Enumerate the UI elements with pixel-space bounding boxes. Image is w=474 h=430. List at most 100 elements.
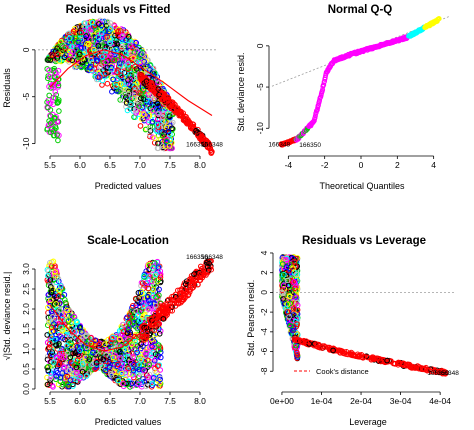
x-tick-label: 4e-04 xyxy=(429,396,451,406)
data-point xyxy=(88,56,94,63)
data-point xyxy=(116,60,123,67)
y-tick-label: 0 xyxy=(255,43,265,48)
data-point xyxy=(88,63,94,70)
y-tick-label: -2 xyxy=(259,308,269,316)
data-point xyxy=(129,95,135,102)
y-tick-label: -4 xyxy=(259,328,269,336)
data-point xyxy=(133,110,139,116)
data-point xyxy=(55,137,61,144)
x-tick-label: 2 xyxy=(395,160,400,170)
data-point xyxy=(111,23,118,29)
data-point xyxy=(125,65,132,71)
x-tick-label: 6.5 xyxy=(104,396,116,406)
y-tick-label: -10 xyxy=(21,137,31,150)
data-point xyxy=(54,45,60,52)
data-point xyxy=(98,42,104,49)
y-tick-label: 0.5 xyxy=(21,363,31,375)
plot-area: 0e+00 1e-04 2e-04 3e-04 4e-04-8-6-4-2024Cook… xyxy=(259,250,459,406)
y-tick-label: -8 xyxy=(259,367,269,375)
data-point xyxy=(154,100,161,107)
data-point xyxy=(143,58,149,65)
x-tick-label: 4 xyxy=(431,160,436,170)
data-point xyxy=(120,81,127,88)
data-point xyxy=(70,28,77,35)
y-axis-label: Residuals xyxy=(2,68,12,108)
data-point xyxy=(91,46,97,53)
data-point xyxy=(80,62,87,69)
data-point xyxy=(123,94,129,100)
data-point xyxy=(113,83,119,89)
data-point xyxy=(157,123,163,129)
data-point xyxy=(117,81,124,87)
data-point xyxy=(118,72,124,79)
data-point xyxy=(151,96,157,103)
data-point xyxy=(167,145,173,152)
data-point xyxy=(143,97,150,104)
data-point xyxy=(56,108,62,114)
point-label: 166348 xyxy=(201,141,223,148)
data-point xyxy=(69,35,76,42)
point-label: 166348 xyxy=(201,254,223,261)
data-point xyxy=(142,126,149,133)
data-point xyxy=(96,21,102,27)
data-point xyxy=(125,88,132,95)
data-point xyxy=(47,57,54,63)
x-tick-label: 7.0 xyxy=(134,396,146,406)
data-point xyxy=(150,73,157,79)
y-tick-label: 2.0 xyxy=(21,303,31,315)
data-point xyxy=(136,90,142,96)
x-tick-label: 0 xyxy=(359,160,364,170)
data-point xyxy=(92,25,99,31)
data-point xyxy=(149,118,156,125)
data-point xyxy=(114,82,120,88)
data-point xyxy=(54,55,61,61)
data-point xyxy=(117,97,123,103)
x-tick-label: 6.5 xyxy=(104,160,116,170)
data-point xyxy=(99,77,106,84)
x-axis-label: Theoretical Quantiles xyxy=(319,181,405,191)
data-point xyxy=(131,114,137,120)
y-axis-label: √|Std. deviance resid.| xyxy=(2,272,12,361)
data-point xyxy=(71,64,78,71)
data-point xyxy=(137,59,143,66)
x-tick-label: 3e-04 xyxy=(390,396,412,406)
x-tick-label: 2e-04 xyxy=(350,396,372,406)
data-point xyxy=(75,54,82,60)
data-points xyxy=(44,258,214,390)
data-point xyxy=(119,44,125,51)
data-point xyxy=(123,37,129,44)
data-point xyxy=(137,123,144,129)
x-tick-label: 6.0 xyxy=(74,396,86,406)
x-tick-label: 7.5 xyxy=(164,160,176,170)
data-point xyxy=(95,34,102,41)
panel-scale-location: Scale-Location 5.5 6.0 6.5 7.0 7.5 8.00.00.51… xyxy=(2,235,223,427)
data-point xyxy=(112,32,118,39)
data-point xyxy=(99,54,106,60)
data-point xyxy=(87,64,93,71)
data-point xyxy=(95,74,101,80)
data-point xyxy=(128,101,134,108)
data-point xyxy=(125,77,131,83)
data-points xyxy=(278,16,442,148)
x-tick-label: 5.5 xyxy=(44,160,56,170)
data-point xyxy=(69,57,75,64)
data-point xyxy=(140,111,147,118)
data-point xyxy=(147,93,154,99)
data-point xyxy=(114,69,120,76)
data-point xyxy=(50,53,56,59)
x-axis-label: Predicted values xyxy=(95,417,162,427)
data-point xyxy=(99,82,105,88)
data-point xyxy=(145,119,152,125)
data-point xyxy=(127,42,134,49)
panel-title: Normal Q-Q xyxy=(328,4,393,16)
data-point xyxy=(147,133,153,140)
data-point xyxy=(107,26,114,32)
data-point xyxy=(82,36,88,42)
data-point xyxy=(144,57,151,64)
y-tick-label: 1.0 xyxy=(21,343,31,355)
data-point xyxy=(124,80,130,86)
data-point xyxy=(108,64,115,71)
